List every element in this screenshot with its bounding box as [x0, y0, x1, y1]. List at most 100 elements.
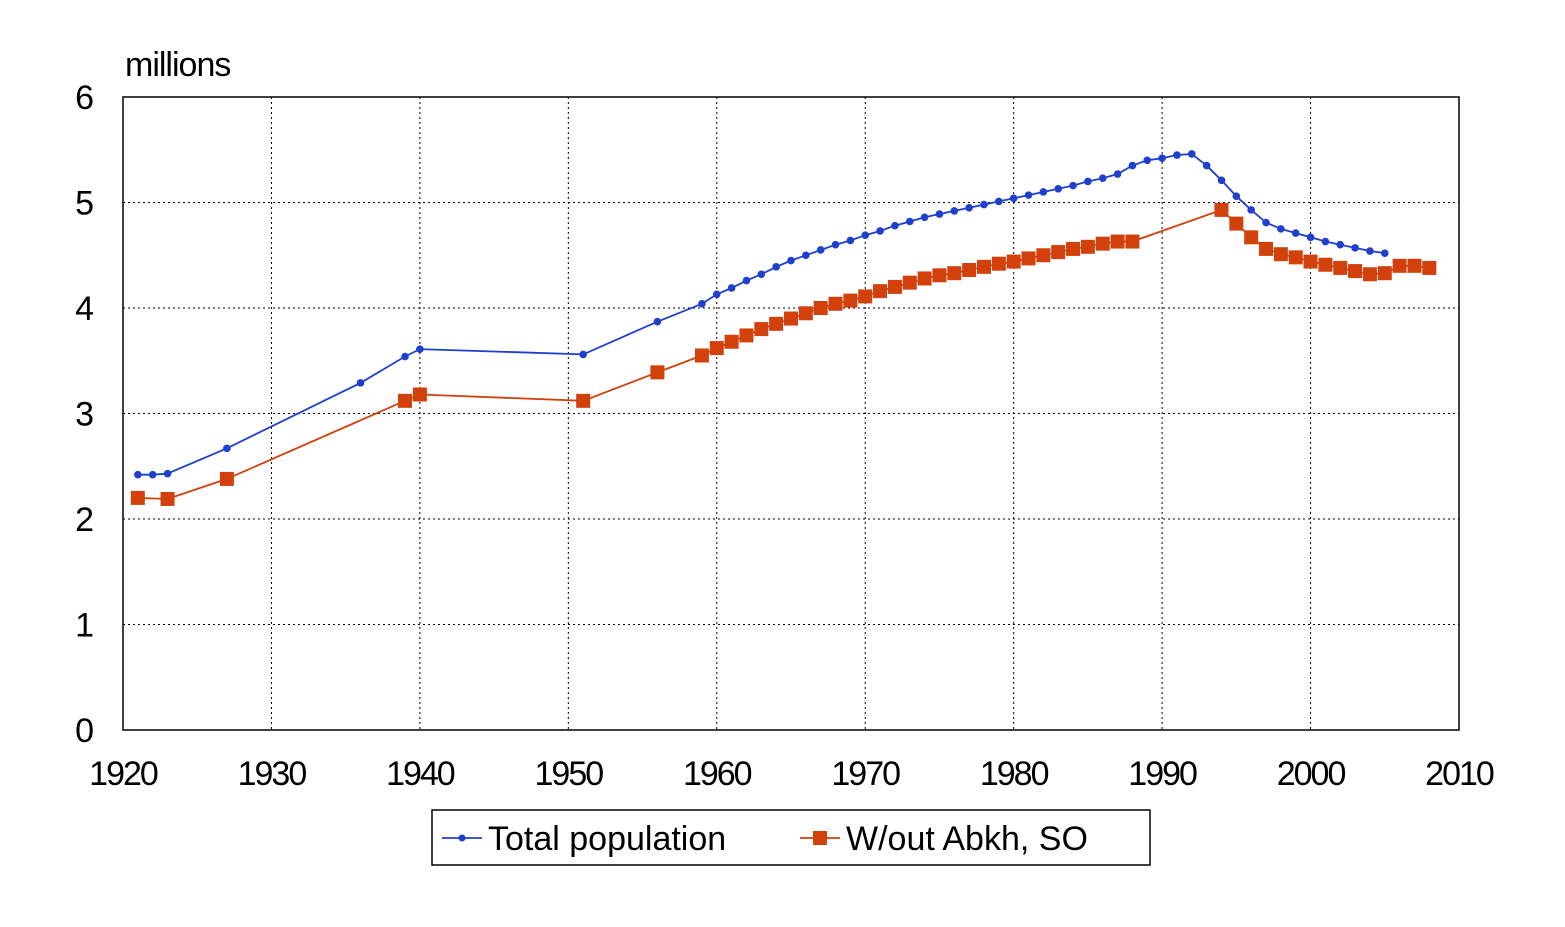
legend-box — [431, 809, 1151, 866]
legend-wout-marker — [813, 831, 827, 845]
data-point — [1348, 264, 1363, 279]
data-point — [769, 316, 784, 331]
y-tick-label: 1 — [75, 607, 93, 645]
data-point — [887, 279, 902, 294]
data-point — [1039, 188, 1048, 196]
data-point — [902, 275, 917, 290]
data-point — [1036, 248, 1051, 263]
data-series — [130, 150, 1437, 506]
data-point — [650, 365, 665, 380]
x-axis-ticks: 1920 1930 1940 1950 1960 1970 1980 1990 2000 2010 — [89, 755, 1496, 793]
x-tick-label: 1990 — [1128, 755, 1197, 793]
data-point — [1158, 154, 1166, 162]
y-tick-label: 4 — [75, 290, 93, 328]
x-tick-label: 1940 — [386, 755, 455, 793]
data-point — [802, 251, 810, 260]
x-tick-label: 1970 — [831, 755, 900, 793]
data-point — [816, 246, 825, 254]
data-point — [861, 231, 870, 240]
y-unit-label: millions — [125, 46, 230, 84]
y-axis-ticks: 0 1 2 3 4 5 6 — [75, 79, 95, 750]
data-point — [1009, 194, 1018, 203]
data-point — [130, 490, 145, 505]
data-point — [1217, 176, 1226, 185]
data-point — [1366, 247, 1374, 255]
data-point — [995, 197, 1003, 206]
data-point — [1021, 251, 1036, 266]
data-point — [134, 470, 142, 479]
data-point — [1214, 202, 1229, 217]
data-point — [876, 227, 884, 235]
data-point — [813, 301, 828, 315]
data-point — [935, 210, 944, 218]
data-point — [1407, 258, 1422, 273]
data-point — [412, 387, 427, 402]
data-point — [1125, 234, 1140, 249]
x-tick-label: 1950 — [535, 755, 604, 793]
data-point — [1051, 245, 1066, 260]
data-point — [798, 306, 813, 321]
data-point — [579, 350, 587, 359]
data-point — [1244, 230, 1259, 245]
data-point — [1232, 192, 1241, 200]
data-point — [1333, 260, 1348, 275]
data-point — [1259, 241, 1274, 256]
data-point — [772, 263, 780, 271]
data-point — [727, 284, 736, 292]
data-point — [398, 393, 413, 408]
x-tick-label: 2000 — [1277, 755, 1346, 793]
data-point — [828, 296, 843, 311]
plot-area — [122, 96, 1460, 731]
y-tick-label: 6 — [75, 79, 93, 117]
data-point — [905, 217, 914, 226]
data-point — [1247, 206, 1255, 214]
data-point — [831, 240, 840, 249]
data-point — [920, 213, 929, 222]
data-point — [148, 470, 157, 479]
legend-total-label: Total population — [488, 820, 726, 858]
data-point — [757, 270, 766, 279]
data-point — [1291, 229, 1300, 237]
data-point — [976, 259, 991, 274]
data-point — [739, 328, 754, 343]
data-point — [873, 284, 888, 299]
data-point — [980, 200, 988, 209]
data-point — [1069, 181, 1077, 190]
x-tick-label: 1930 — [238, 755, 307, 793]
data-point — [1054, 184, 1062, 193]
legend: Total population W/out Abkh, SO — [431, 809, 1151, 866]
data-point — [962, 263, 977, 278]
data-point — [709, 341, 724, 356]
series-total-population — [134, 150, 1389, 479]
legend-total-marker — [458, 834, 466, 842]
x-tick-label: 1980 — [980, 755, 1049, 793]
data-point — [223, 444, 231, 453]
data-point — [1262, 218, 1270, 227]
data-point — [1318, 257, 1333, 272]
data-point — [1303, 254, 1318, 269]
data-point — [1024, 191, 1033, 199]
data-point — [787, 256, 795, 265]
data-point — [1006, 254, 1021, 269]
y-tick-label: 3 — [75, 396, 93, 434]
data-point — [1143, 156, 1152, 165]
data-point — [991, 256, 1006, 271]
data-point — [1306, 233, 1315, 242]
data-point — [1188, 150, 1196, 158]
x-tick-label: 1920 — [89, 755, 158, 793]
data-point — [1128, 161, 1137, 170]
data-point — [965, 203, 973, 212]
data-point — [1202, 161, 1211, 170]
series-without-abkh-so — [130, 202, 1437, 506]
data-point — [1110, 234, 1125, 249]
data-point — [1277, 225, 1285, 233]
data-point — [1113, 170, 1122, 178]
data-point — [742, 276, 751, 285]
y-tick-label: 2 — [75, 501, 93, 539]
data-point — [1273, 247, 1288, 262]
data-point — [416, 345, 424, 353]
data-point — [1080, 239, 1095, 254]
data-point — [694, 348, 709, 363]
data-point — [1229, 216, 1244, 231]
data-point — [698, 299, 706, 308]
